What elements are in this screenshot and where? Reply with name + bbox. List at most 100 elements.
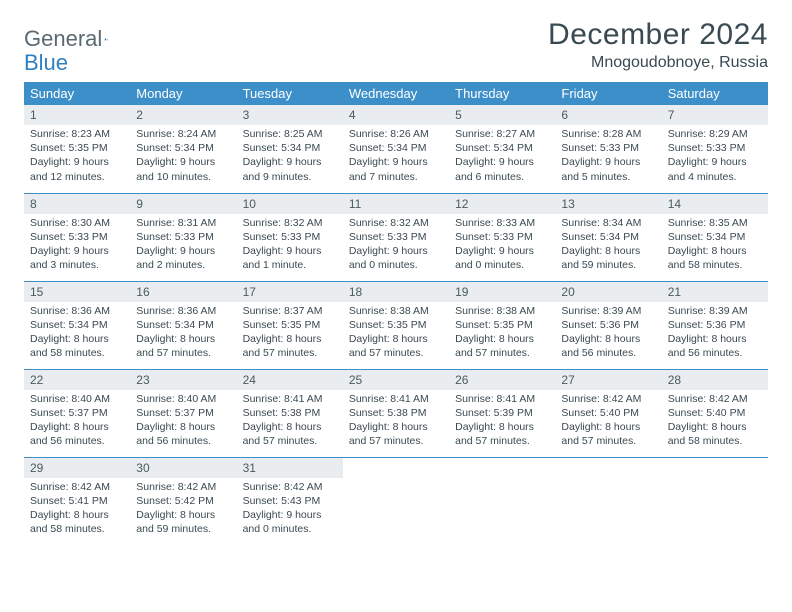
sunset-text: Sunset: 5:33 PM xyxy=(455,230,549,244)
weekday-header: Wednesday xyxy=(343,82,449,105)
daylight-text: Daylight: 8 hours and 59 minutes. xyxy=(561,244,655,272)
daylight-text: Daylight: 8 hours and 57 minutes. xyxy=(455,420,549,448)
calendar-cell: 4Sunrise: 8:26 AMSunset: 5:34 PMDaylight… xyxy=(343,105,449,193)
sunrise-text: Sunrise: 8:29 AM xyxy=(668,127,762,141)
calendar-cell: 21Sunrise: 8:39 AMSunset: 5:36 PMDayligh… xyxy=(662,281,768,369)
sunrise-text: Sunrise: 8:35 AM xyxy=(668,216,762,230)
sunrise-text: Sunrise: 8:24 AM xyxy=(136,127,230,141)
daylight-text: Daylight: 8 hours and 57 minutes. xyxy=(243,332,337,360)
calendar-cell: 19Sunrise: 8:38 AMSunset: 5:35 PMDayligh… xyxy=(449,281,555,369)
calendar-cell: 2Sunrise: 8:24 AMSunset: 5:34 PMDaylight… xyxy=(130,105,236,193)
calendar-row: 22Sunrise: 8:40 AMSunset: 5:37 PMDayligh… xyxy=(24,369,768,457)
sunset-text: Sunset: 5:35 PM xyxy=(30,141,124,155)
calendar-cell: 20Sunrise: 8:39 AMSunset: 5:36 PMDayligh… xyxy=(555,281,661,369)
sunset-text: Sunset: 5:36 PM xyxy=(561,318,655,332)
sunrise-text: Sunrise: 8:30 AM xyxy=(30,216,124,230)
day-data: Sunrise: 8:32 AMSunset: 5:33 PMDaylight:… xyxy=(343,214,449,277)
daylight-text: Daylight: 8 hours and 56 minutes. xyxy=(561,332,655,360)
day-data: Sunrise: 8:34 AMSunset: 5:34 PMDaylight:… xyxy=(555,214,661,277)
sunrise-text: Sunrise: 8:42 AM xyxy=(136,480,230,494)
sunset-text: Sunset: 5:33 PM xyxy=(349,230,443,244)
day-number: 15 xyxy=(24,282,130,302)
sunrise-text: Sunrise: 8:34 AM xyxy=(561,216,655,230)
day-data: Sunrise: 8:33 AMSunset: 5:33 PMDaylight:… xyxy=(449,214,555,277)
calendar-cell: 5Sunrise: 8:27 AMSunset: 5:34 PMDaylight… xyxy=(449,105,555,193)
day-number: 22 xyxy=(24,370,130,390)
page-title: December 2024 xyxy=(548,18,768,52)
calendar-cell: 12Sunrise: 8:33 AMSunset: 5:33 PMDayligh… xyxy=(449,193,555,281)
calendar-body: 1Sunrise: 8:23 AMSunset: 5:35 PMDaylight… xyxy=(24,105,768,545)
day-number: 2 xyxy=(130,105,236,125)
daylight-text: Daylight: 8 hours and 57 minutes. xyxy=(455,332,549,360)
sunset-text: Sunset: 5:37 PM xyxy=(136,406,230,420)
calendar-cell xyxy=(662,457,768,545)
daylight-text: Daylight: 9 hours and 10 minutes. xyxy=(136,155,230,183)
calendar-cell xyxy=(555,457,661,545)
sunrise-text: Sunrise: 8:31 AM xyxy=(136,216,230,230)
sunset-text: Sunset: 5:34 PM xyxy=(349,141,443,155)
day-number: 3 xyxy=(237,105,343,125)
sunrise-text: Sunrise: 8:33 AM xyxy=(455,216,549,230)
day-data: Sunrise: 8:42 AMSunset: 5:41 PMDaylight:… xyxy=(24,478,130,541)
sunrise-text: Sunrise: 8:41 AM xyxy=(455,392,549,406)
sunset-text: Sunset: 5:41 PM xyxy=(30,494,124,508)
calendar-cell: 27Sunrise: 8:42 AMSunset: 5:40 PMDayligh… xyxy=(555,369,661,457)
day-number: 6 xyxy=(555,105,661,125)
sunrise-text: Sunrise: 8:41 AM xyxy=(349,392,443,406)
day-number: 4 xyxy=(343,105,449,125)
day-data: Sunrise: 8:41 AMSunset: 5:39 PMDaylight:… xyxy=(449,390,555,453)
daylight-text: Daylight: 9 hours and 6 minutes. xyxy=(455,155,549,183)
day-number: 16 xyxy=(130,282,236,302)
day-number: 1 xyxy=(24,105,130,125)
calendar-row: 8Sunrise: 8:30 AMSunset: 5:33 PMDaylight… xyxy=(24,193,768,281)
day-number: 23 xyxy=(130,370,236,390)
day-data: Sunrise: 8:41 AMSunset: 5:38 PMDaylight:… xyxy=(237,390,343,453)
day-number: 27 xyxy=(555,370,661,390)
day-number: 10 xyxy=(237,194,343,214)
calendar-cell: 15Sunrise: 8:36 AMSunset: 5:34 PMDayligh… xyxy=(24,281,130,369)
daylight-text: Daylight: 8 hours and 56 minutes. xyxy=(136,420,230,448)
calendar-cell: 13Sunrise: 8:34 AMSunset: 5:34 PMDayligh… xyxy=(555,193,661,281)
sail-icon xyxy=(104,30,108,48)
day-data: Sunrise: 8:31 AMSunset: 5:33 PMDaylight:… xyxy=(130,214,236,277)
calendar-cell: 25Sunrise: 8:41 AMSunset: 5:38 PMDayligh… xyxy=(343,369,449,457)
calendar-table: Sunday Monday Tuesday Wednesday Thursday… xyxy=(24,82,768,545)
daylight-text: Daylight: 9 hours and 4 minutes. xyxy=(668,155,762,183)
calendar-cell: 24Sunrise: 8:41 AMSunset: 5:38 PMDayligh… xyxy=(237,369,343,457)
daylight-text: Daylight: 8 hours and 57 minutes. xyxy=(136,332,230,360)
sunset-text: Sunset: 5:33 PM xyxy=(668,141,762,155)
day-data: Sunrise: 8:25 AMSunset: 5:34 PMDaylight:… xyxy=(237,125,343,188)
title-block: December 2024 Mnogoudobnoye, Russia xyxy=(548,18,768,72)
sunset-text: Sunset: 5:34 PM xyxy=(455,141,549,155)
brand-word2-wrap: Blue xyxy=(24,50,68,76)
sunset-text: Sunset: 5:35 PM xyxy=(455,318,549,332)
calendar-cell: 23Sunrise: 8:40 AMSunset: 5:37 PMDayligh… xyxy=(130,369,236,457)
calendar-cell: 9Sunrise: 8:31 AMSunset: 5:33 PMDaylight… xyxy=(130,193,236,281)
day-data: Sunrise: 8:39 AMSunset: 5:36 PMDaylight:… xyxy=(662,302,768,365)
weekday-header: Sunday xyxy=(24,82,130,105)
daylight-text: Daylight: 8 hours and 58 minutes. xyxy=(668,420,762,448)
day-data: Sunrise: 8:30 AMSunset: 5:33 PMDaylight:… xyxy=(24,214,130,277)
day-data: Sunrise: 8:24 AMSunset: 5:34 PMDaylight:… xyxy=(130,125,236,188)
day-number: 31 xyxy=(237,458,343,478)
calendar-cell: 18Sunrise: 8:38 AMSunset: 5:35 PMDayligh… xyxy=(343,281,449,369)
sunset-text: Sunset: 5:39 PM xyxy=(455,406,549,420)
sunrise-text: Sunrise: 8:23 AM xyxy=(30,127,124,141)
page: General December 2024 Mnogoudobnoye, Rus… xyxy=(0,0,792,545)
sunrise-text: Sunrise: 8:36 AM xyxy=(30,304,124,318)
day-data: Sunrise: 8:35 AMSunset: 5:34 PMDaylight:… xyxy=(662,214,768,277)
daylight-text: Daylight: 9 hours and 12 minutes. xyxy=(30,155,124,183)
day-data: Sunrise: 8:32 AMSunset: 5:33 PMDaylight:… xyxy=(237,214,343,277)
sunset-text: Sunset: 5:35 PM xyxy=(349,318,443,332)
sunrise-text: Sunrise: 8:39 AM xyxy=(561,304,655,318)
day-data: Sunrise: 8:26 AMSunset: 5:34 PMDaylight:… xyxy=(343,125,449,188)
day-number: 21 xyxy=(662,282,768,302)
daylight-text: Daylight: 9 hours and 3 minutes. xyxy=(30,244,124,272)
sunrise-text: Sunrise: 8:27 AM xyxy=(455,127,549,141)
sunset-text: Sunset: 5:34 PM xyxy=(136,141,230,155)
sunrise-text: Sunrise: 8:32 AM xyxy=(243,216,337,230)
sunset-text: Sunset: 5:38 PM xyxy=(243,406,337,420)
brand-word2: Blue xyxy=(24,50,68,75)
sunrise-text: Sunrise: 8:40 AM xyxy=(30,392,124,406)
day-number: 26 xyxy=(449,370,555,390)
